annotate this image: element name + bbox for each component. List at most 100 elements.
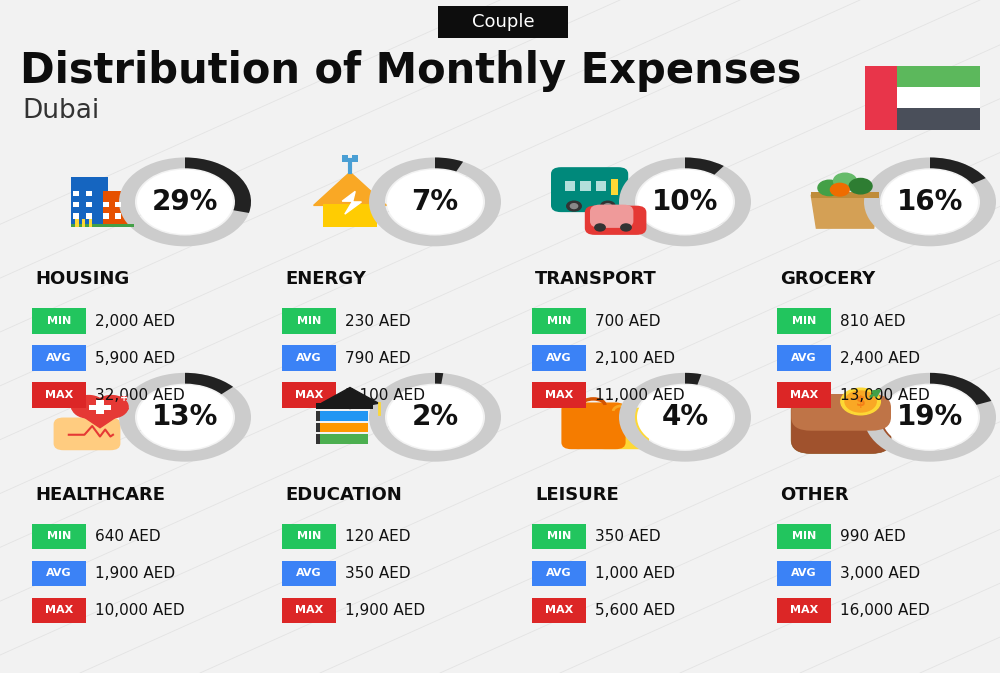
Text: 2%: 2% — [411, 403, 459, 431]
FancyBboxPatch shape — [32, 561, 86, 586]
Wedge shape — [119, 373, 251, 462]
Circle shape — [604, 204, 611, 209]
FancyBboxPatch shape — [282, 524, 336, 549]
FancyBboxPatch shape — [777, 382, 831, 408]
Text: 1,900 AED: 1,900 AED — [95, 566, 175, 581]
Text: TRANSPORT: TRANSPORT — [535, 271, 657, 288]
FancyBboxPatch shape — [32, 382, 86, 408]
Text: 10,000 AED: 10,000 AED — [95, 603, 185, 618]
Text: 350 AED: 350 AED — [345, 566, 411, 581]
Polygon shape — [314, 172, 386, 205]
Text: 32,000 AED: 32,000 AED — [95, 388, 185, 402]
FancyBboxPatch shape — [532, 598, 586, 623]
FancyBboxPatch shape — [103, 203, 109, 207]
Text: AVG: AVG — [791, 353, 817, 363]
Circle shape — [137, 170, 233, 234]
Text: 7%: 7% — [411, 188, 459, 216]
Text: GROCERY: GROCERY — [780, 271, 875, 288]
FancyBboxPatch shape — [811, 192, 879, 199]
FancyBboxPatch shape — [54, 417, 120, 450]
Text: 810 AED: 810 AED — [840, 314, 906, 328]
FancyBboxPatch shape — [75, 219, 79, 227]
Text: 4%: 4% — [661, 403, 709, 431]
Text: 3,000 AED: 3,000 AED — [840, 566, 920, 581]
Text: MIN: MIN — [47, 532, 71, 541]
FancyBboxPatch shape — [777, 345, 831, 371]
FancyBboxPatch shape — [32, 345, 86, 371]
FancyBboxPatch shape — [103, 213, 109, 219]
FancyBboxPatch shape — [96, 400, 104, 414]
Text: MAX: MAX — [790, 606, 818, 615]
Text: MIN: MIN — [547, 316, 571, 326]
Text: 2,100 AED: 2,100 AED — [595, 351, 675, 365]
Circle shape — [841, 388, 880, 415]
Wedge shape — [864, 157, 996, 246]
Text: MIN: MIN — [792, 316, 816, 326]
FancyBboxPatch shape — [82, 219, 85, 227]
Text: AVG: AVG — [546, 353, 572, 363]
Circle shape — [834, 173, 856, 188]
FancyBboxPatch shape — [89, 219, 92, 227]
FancyBboxPatch shape — [532, 382, 586, 408]
Text: AVG: AVG — [791, 569, 817, 578]
Text: 10%: 10% — [652, 188, 718, 216]
Circle shape — [621, 224, 631, 231]
Polygon shape — [342, 191, 361, 214]
Text: $: $ — [856, 394, 865, 409]
FancyBboxPatch shape — [791, 397, 891, 454]
Text: MAX: MAX — [45, 390, 73, 400]
FancyBboxPatch shape — [316, 433, 368, 444]
Circle shape — [882, 385, 978, 450]
Text: MAX: MAX — [45, 606, 73, 615]
FancyBboxPatch shape — [282, 345, 336, 371]
Text: 19%: 19% — [897, 403, 963, 431]
Text: AVG: AVG — [46, 353, 72, 363]
FancyBboxPatch shape — [86, 213, 92, 219]
Circle shape — [95, 396, 128, 418]
Text: MIN: MIN — [47, 316, 71, 326]
FancyBboxPatch shape — [865, 66, 897, 129]
Text: MAX: MAX — [545, 390, 573, 400]
FancyBboxPatch shape — [121, 396, 127, 400]
Circle shape — [601, 201, 615, 211]
Circle shape — [137, 385, 233, 450]
FancyBboxPatch shape — [532, 561, 586, 586]
FancyBboxPatch shape — [595, 408, 649, 449]
FancyBboxPatch shape — [561, 402, 626, 449]
FancyBboxPatch shape — [791, 394, 891, 431]
Circle shape — [637, 170, 733, 234]
Circle shape — [387, 385, 483, 450]
Text: Distribution of Monthly Expenses: Distribution of Monthly Expenses — [20, 50, 802, 92]
Text: MIN: MIN — [297, 316, 321, 326]
Text: MAX: MAX — [545, 606, 573, 615]
FancyBboxPatch shape — [897, 108, 980, 129]
FancyBboxPatch shape — [316, 423, 320, 432]
FancyBboxPatch shape — [32, 524, 86, 549]
FancyBboxPatch shape — [532, 308, 586, 334]
Circle shape — [72, 396, 105, 418]
Text: MIN: MIN — [792, 532, 816, 541]
FancyBboxPatch shape — [115, 203, 121, 207]
FancyBboxPatch shape — [585, 206, 646, 235]
Text: 990 AED: 990 AED — [840, 529, 906, 544]
FancyBboxPatch shape — [596, 181, 606, 191]
FancyBboxPatch shape — [532, 524, 586, 549]
FancyBboxPatch shape — [897, 87, 980, 108]
Circle shape — [845, 391, 876, 412]
FancyBboxPatch shape — [282, 308, 336, 334]
Wedge shape — [930, 373, 991, 405]
FancyBboxPatch shape — [777, 524, 831, 549]
FancyBboxPatch shape — [71, 224, 134, 227]
FancyBboxPatch shape — [32, 308, 86, 334]
FancyBboxPatch shape — [86, 191, 92, 197]
Text: LEISURE: LEISURE — [535, 486, 619, 503]
Wedge shape — [930, 157, 986, 184]
Text: MAX: MAX — [295, 606, 323, 615]
FancyBboxPatch shape — [342, 155, 348, 162]
FancyBboxPatch shape — [282, 382, 336, 408]
Text: AVG: AVG — [296, 569, 322, 578]
FancyBboxPatch shape — [316, 411, 368, 421]
Wedge shape — [185, 157, 251, 213]
FancyBboxPatch shape — [438, 6, 568, 38]
Circle shape — [818, 180, 841, 196]
